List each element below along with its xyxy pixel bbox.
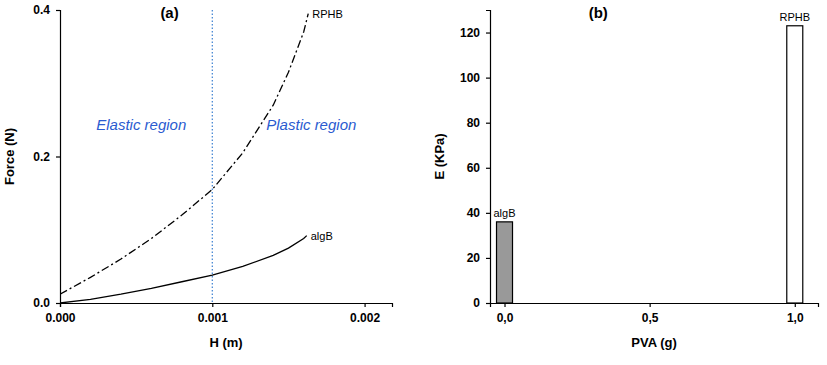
plot-area (60, 10, 308, 303)
x-axis-tick: 0,0 (497, 303, 514, 325)
y-axis-tick-label: 0.0 (33, 296, 50, 310)
x-axis-title: H (m) (209, 335, 242, 350)
bar-label: RPHB (779, 11, 810, 23)
x-axis: 0.000 0.001 0.002 (45, 303, 392, 325)
x-axis-line (61, 304, 393, 308)
y-axis-tick-mark (486, 32, 490, 33)
x-axis-tick-mark (650, 303, 651, 307)
x-axis-line (491, 304, 819, 308)
y-axis-tick-mark (56, 303, 60, 304)
y-axis-tick-mark (56, 156, 60, 157)
annotation: Elastic region (96, 116, 186, 133)
x-axis-tick-label: 0.000 (45, 311, 75, 325)
x-axis-title: PVA (g) (631, 335, 677, 350)
y-axis-tick-label: 120 (460, 26, 480, 40)
y-axis-tick: 0.4 (33, 3, 60, 17)
y-axis-tick-label: 20 (467, 251, 481, 265)
y-axis-tick-label: 60 (467, 161, 481, 175)
y-axis-tick-label: 0.4 (33, 3, 50, 17)
y-axis-tick: 0.2 (33, 150, 60, 164)
plot-area (497, 26, 803, 303)
x-axis-tick-mark (364, 303, 365, 307)
x-axis-tick-label: 0,0 (497, 311, 514, 325)
x-axis-tick: 0.001 (198, 303, 228, 325)
panel-title: (a) (160, 4, 178, 21)
annotation: Plastic region (266, 116, 356, 133)
y-axis-tick-mark (486, 258, 490, 259)
y-axis-tick-label: 40 (467, 206, 481, 220)
panel-0: 0.000 0.001 0.002 0.0 0.2 0.4 RPHB algB Elastic … (2, 3, 393, 350)
panel-title: (b) (589, 4, 608, 21)
x-axis-tick-label: 1,0 (787, 311, 804, 325)
y-axis-tick: 120 (460, 26, 490, 40)
bar-label: algB (493, 207, 515, 219)
y-axis-tick-mark (486, 168, 490, 169)
x-axis-tick-label: 0.002 (350, 311, 380, 325)
x-axis-tick: 0.000 (45, 303, 75, 325)
x-axis-tick: 0,5 (642, 303, 659, 325)
y-axis-tick-mark (486, 78, 490, 79)
bar (497, 222, 513, 303)
y-axis-tick-label: 0.2 (33, 150, 50, 164)
x-axis-tick: 1,0 (787, 303, 804, 325)
y-axis: 0 20 40 60 80 100 120 (460, 11, 491, 311)
y-axis-tick: 20 (467, 251, 490, 265)
y-axis-tick-mark (486, 123, 490, 124)
series-line (60, 236, 307, 303)
y-axis-tick: 40 (467, 206, 490, 220)
series-label: algB (311, 230, 333, 242)
bar (787, 26, 803, 303)
y-axis-title: E (KPa) (432, 133, 447, 179)
y-axis-tick-mark (486, 303, 490, 304)
y-axis-title: Force (N) (2, 128, 17, 185)
y-axis-tick-label: 0 (473, 296, 480, 310)
y-axis-tick-label: 100 (460, 71, 480, 85)
y-axis-tick: 80 (467, 116, 490, 130)
y-axis-tick: 100 (460, 71, 490, 85)
x-axis: 0,0 0,5 1,0 (491, 303, 819, 325)
y-axis-line (486, 11, 491, 304)
y-axis-tick: 0 (473, 296, 490, 310)
y-axis-tick-mark (486, 213, 490, 214)
x-axis-tick-label: 0.001 (198, 311, 228, 325)
x-axis-tick-mark (212, 303, 213, 307)
y-axis-line (56, 11, 61, 304)
x-axis-tick: 0.002 (350, 303, 380, 325)
y-axis-tick-mark (56, 10, 60, 11)
x-axis-tick-label: 0,5 (642, 311, 659, 325)
panel-1: 0,0 0,5 1,0 0 20 40 60 80 100 120 algB RPHB (b) PVA (… (432, 4, 819, 350)
y-axis-tick-label: 80 (467, 116, 481, 130)
y-axis-tick: 0.0 (33, 296, 60, 310)
x-axis-tick-mark (795, 303, 796, 307)
y-axis: 0.0 0.2 0.4 (33, 3, 60, 310)
region-divider (212, 10, 213, 303)
x-axis-tick-mark (504, 303, 505, 307)
y-axis-tick: 60 (467, 161, 490, 175)
series-line (60, 14, 308, 295)
series-label: RPHB (312, 8, 343, 20)
